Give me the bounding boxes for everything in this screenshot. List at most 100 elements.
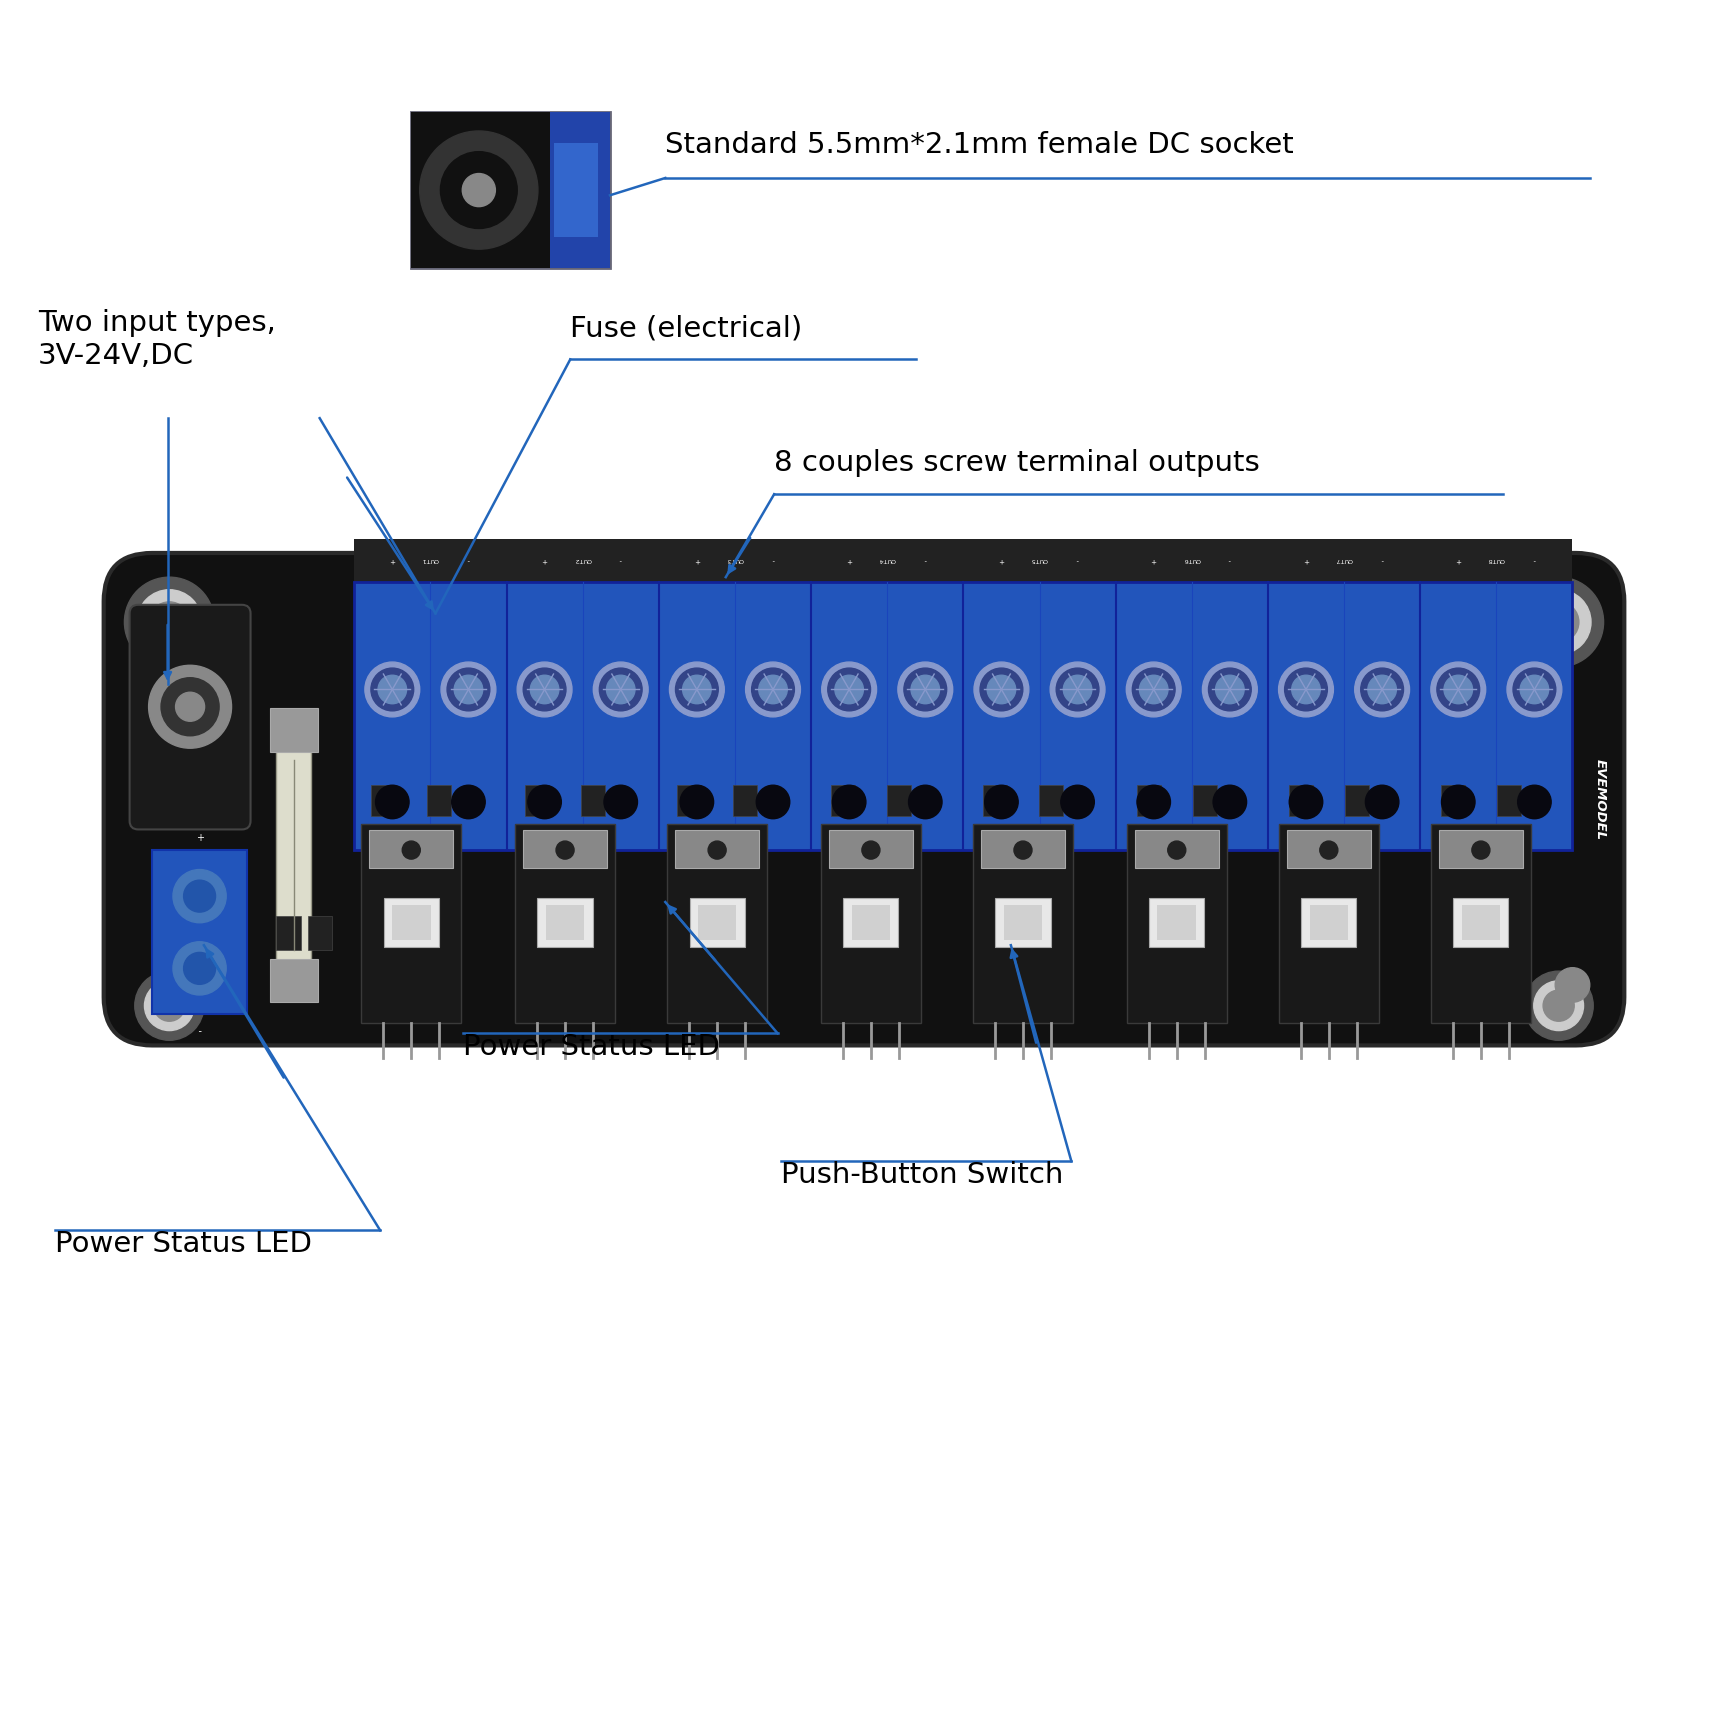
Circle shape xyxy=(607,676,634,703)
FancyBboxPatch shape xyxy=(130,605,251,829)
Text: SW1: SW1 xyxy=(399,1094,423,1104)
Circle shape xyxy=(1293,676,1320,703)
Text: SW6: SW6 xyxy=(1165,1083,1189,1094)
Circle shape xyxy=(1538,601,1579,643)
Circle shape xyxy=(909,785,942,819)
Text: SW8: SW8 xyxy=(1469,1083,1493,1094)
Circle shape xyxy=(1168,842,1185,859)
Circle shape xyxy=(517,662,572,717)
Circle shape xyxy=(669,662,724,717)
Text: SW5: SW5 xyxy=(1011,1094,1035,1104)
Circle shape xyxy=(1514,669,1555,710)
Text: SW7: SW7 xyxy=(1317,1083,1341,1094)
Bar xyxy=(831,785,855,816)
Circle shape xyxy=(154,990,185,1021)
Bar xyxy=(524,829,607,867)
Bar xyxy=(1158,905,1196,940)
Bar xyxy=(537,899,593,947)
Circle shape xyxy=(527,785,562,819)
Text: SW4: SW4 xyxy=(859,1094,883,1104)
Bar xyxy=(1310,905,1348,940)
Bar xyxy=(550,112,610,268)
Text: +: + xyxy=(1303,556,1308,563)
Circle shape xyxy=(1051,662,1104,717)
Text: OUT7: OUT7 xyxy=(1336,558,1353,562)
Bar xyxy=(1496,785,1521,816)
Circle shape xyxy=(1472,842,1490,859)
Circle shape xyxy=(683,676,712,703)
Bar xyxy=(676,829,759,867)
Bar xyxy=(667,824,767,1023)
Text: Power Status LED: Power Status LED xyxy=(463,1033,721,1061)
Bar xyxy=(546,905,584,940)
Circle shape xyxy=(828,669,871,710)
Bar xyxy=(361,824,461,1023)
Circle shape xyxy=(1365,785,1400,819)
Circle shape xyxy=(681,785,714,819)
Circle shape xyxy=(1014,842,1032,859)
Text: Fuse (electrical): Fuse (electrical) xyxy=(570,314,802,342)
Text: +: + xyxy=(1455,556,1462,563)
Bar xyxy=(372,785,396,816)
Bar xyxy=(852,905,890,940)
Circle shape xyxy=(1355,662,1410,717)
Bar xyxy=(1344,785,1369,816)
Circle shape xyxy=(1369,676,1396,703)
Circle shape xyxy=(911,676,940,703)
Bar xyxy=(354,582,1572,850)
Text: SW4: SW4 xyxy=(859,1083,883,1094)
Bar xyxy=(270,708,318,752)
Bar xyxy=(1135,829,1218,867)
Circle shape xyxy=(1507,662,1562,717)
Circle shape xyxy=(365,662,420,717)
Bar xyxy=(411,112,610,268)
Bar xyxy=(515,824,615,1023)
Circle shape xyxy=(183,952,216,985)
Text: SW6: SW6 xyxy=(1165,1094,1189,1104)
Circle shape xyxy=(1526,589,1591,655)
Bar xyxy=(411,112,550,268)
Circle shape xyxy=(173,942,226,995)
Circle shape xyxy=(1543,990,1574,1021)
Text: SW2: SW2 xyxy=(553,1083,577,1094)
Circle shape xyxy=(1534,982,1583,1030)
Text: -: - xyxy=(772,556,774,563)
Circle shape xyxy=(1289,785,1322,819)
Text: +: + xyxy=(389,556,396,563)
Circle shape xyxy=(1438,669,1479,710)
Circle shape xyxy=(137,589,202,655)
Circle shape xyxy=(441,662,496,717)
Text: +: + xyxy=(999,556,1004,563)
Circle shape xyxy=(149,665,232,748)
Text: -: - xyxy=(1077,556,1078,563)
Circle shape xyxy=(441,152,517,228)
Text: OUT2: OUT2 xyxy=(574,558,591,562)
Bar xyxy=(276,916,301,950)
Circle shape xyxy=(752,669,795,710)
Circle shape xyxy=(833,785,866,819)
Circle shape xyxy=(451,785,486,819)
Circle shape xyxy=(183,880,216,912)
Bar xyxy=(689,899,745,947)
Circle shape xyxy=(1127,662,1182,717)
Bar xyxy=(525,785,550,816)
Circle shape xyxy=(375,785,410,819)
Circle shape xyxy=(1132,669,1175,710)
Circle shape xyxy=(378,676,406,703)
Text: Standard 5.5mm*2.1mm female DC socket: Standard 5.5mm*2.1mm female DC socket xyxy=(665,131,1294,159)
Bar xyxy=(384,899,439,947)
Text: SW7: SW7 xyxy=(1317,1094,1341,1104)
Circle shape xyxy=(1213,785,1246,819)
Bar xyxy=(982,829,1064,867)
Circle shape xyxy=(975,662,1028,717)
Bar xyxy=(698,905,736,940)
Circle shape xyxy=(556,842,574,859)
Bar xyxy=(677,785,702,816)
Circle shape xyxy=(862,842,880,859)
Bar xyxy=(1431,824,1531,1023)
Bar xyxy=(1301,899,1356,947)
Circle shape xyxy=(1137,785,1170,819)
Text: +: + xyxy=(847,556,852,563)
Circle shape xyxy=(145,982,194,1030)
Circle shape xyxy=(420,131,537,249)
